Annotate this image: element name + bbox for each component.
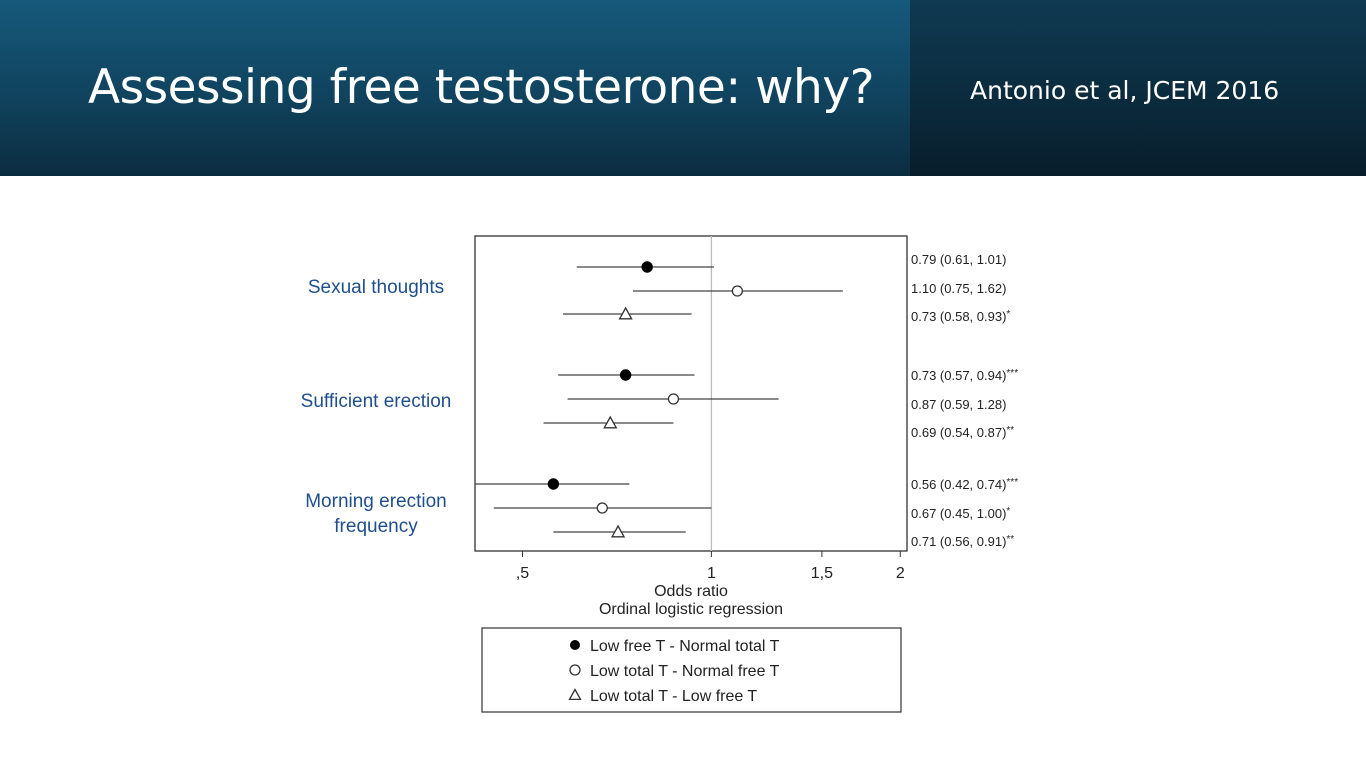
point-estimate [667,393,680,405]
estimate-text: 0.69 (0.54, 0.87)** [911,425,1014,440]
significance-stars: *** [1006,368,1018,379]
legend-label: Low free T - Normal total T [590,638,780,655]
significance-stars: ** [1006,425,1014,436]
point-estimate [618,306,633,320]
estimate-text: 0.56 (0.42, 0.74)*** [911,477,1018,492]
point-estimate [619,369,632,381]
estimate-text: 0.87 (0.59, 1.28) [911,397,1006,412]
point-estimate [596,502,608,514]
point-estimate [547,478,560,490]
estimate-text: 1.10 (0.75, 1.62) [911,281,1006,296]
legend-label: Low total T - Low free T [590,688,757,705]
legend-marker [569,664,581,676]
significance-stars: * [1006,309,1010,320]
category-label: Sexual thoughts [308,277,444,298]
legend-marker [568,688,582,701]
x-tick-label: 1 [707,565,716,582]
x-axis-label: Odds ratio [654,583,728,600]
estimate-text: 0.71 (0.56, 0.91)** [911,534,1014,549]
plot-frame [474,235,908,552]
citation: Antonio et al, JCEM 2016 [970,76,1280,105]
estimate-text: 0.73 (0.57, 0.94)*** [911,368,1018,383]
legend-marker [570,640,580,650]
category-label: Morning erection [305,491,447,512]
significance-stars: * [1006,506,1010,517]
x-tick-label: ,5 [516,565,529,582]
slide-header: Assessing free testosterone: why? Antoni… [0,0,1366,176]
point-estimate [731,285,744,297]
estimate-text: 0.73 (0.58, 0.93)* [911,309,1010,324]
point-estimate [641,261,653,273]
x-tick-label: 1,5 [811,565,833,582]
header-right-panel [910,0,1366,176]
x-tick-label: 2 [896,565,905,582]
chart-subtitle: Ordinal logistic regression [599,601,783,618]
slide-title: Assessing free testosterone: why? [88,60,875,115]
estimate-text: 0.79 (0.61, 1.01) [911,252,1006,267]
legend-box [481,627,902,713]
significance-stars: *** [1006,477,1018,488]
category-label: frequency [334,516,418,537]
legend-label: Low total T - Normal free T [590,663,780,680]
estimate-text: 0.67 (0.45, 1.00)* [911,506,1010,521]
point-estimate [603,415,618,429]
point-estimate [610,524,626,538]
category-label: Sufficient erection [301,391,452,412]
significance-stars: ** [1006,534,1014,545]
